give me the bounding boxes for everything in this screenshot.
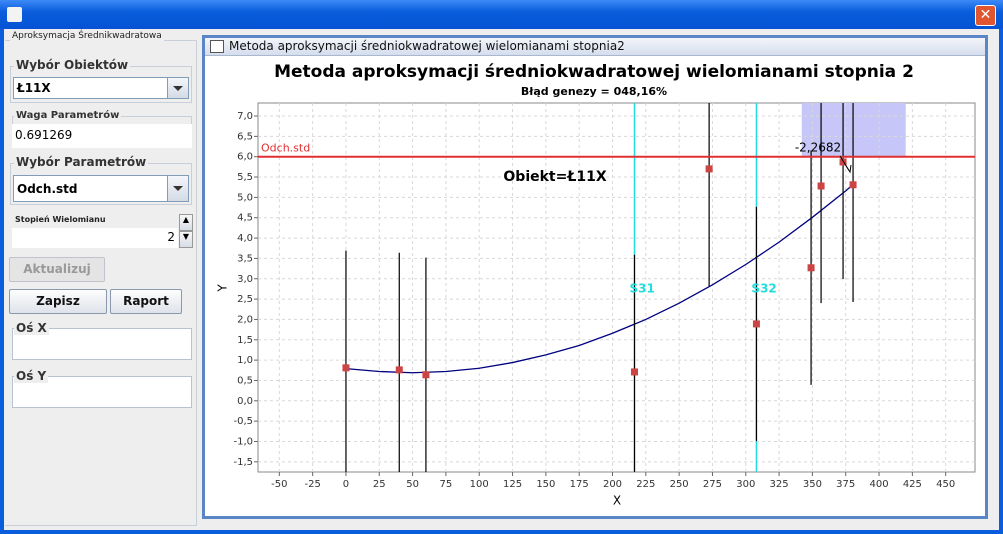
data-point	[395, 366, 403, 374]
data-point	[705, 165, 713, 173]
field-value: 0.691269	[15, 128, 73, 142]
x-tick-label: 50	[406, 479, 419, 490]
params-combo[interactable]: Odch.std	[13, 175, 189, 202]
x-tick-label: 400	[869, 479, 888, 490]
field-label: Oś Y	[14, 369, 49, 383]
y-tick-label: 2,0	[237, 314, 253, 325]
highlight-region	[801, 103, 906, 157]
y-tick-label: 0,0	[237, 396, 253, 407]
x-tick-label: 225	[636, 479, 655, 490]
x-axis-label: X	[613, 494, 621, 508]
reference-label: S32	[751, 282, 776, 296]
x-tick-label: 325	[770, 479, 789, 490]
data-point	[342, 364, 350, 372]
data-point	[839, 158, 847, 166]
x-tick-label: 275	[703, 479, 722, 490]
y-tick-label: 2,5	[237, 294, 253, 305]
degree-field[interactable]: 2	[12, 228, 178, 248]
x-tick-label: 25	[373, 479, 386, 490]
y-tick-label: 4,0	[237, 233, 253, 244]
annotation-arrow	[839, 155, 852, 174]
x-tick-label: 200	[603, 479, 622, 490]
y-tick-label: 6,0	[237, 152, 253, 163]
x-tick-label: 175	[570, 479, 589, 490]
update-button[interactable]: Aktualizuj	[9, 257, 105, 282]
combo-arrow[interactable]	[167, 78, 188, 98]
data-point	[807, 264, 815, 272]
y-tick-label: 3,0	[237, 274, 253, 285]
y-tick-label: 4,5	[237, 213, 253, 224]
y-tick-label: -1,0	[233, 436, 253, 447]
chart-title: Metoda aproksymacji średniokwadratowej w…	[274, 62, 914, 82]
reference-label: S31	[629, 282, 654, 296]
plot-area	[257, 102, 976, 473]
y-tick-label: 1,5	[237, 335, 253, 346]
annotation: -2,2682	[795, 141, 841, 155]
plot-clip	[258, 103, 975, 472]
frame-title: Metoda aproksymacji średniokwadratowej w…	[229, 39, 625, 53]
weight-field[interactable]: 0.691269	[12, 124, 192, 148]
window-border	[999, 29, 1003, 534]
group-label: Waga Parametrów	[14, 110, 122, 121]
combo-value: Ł11X	[17, 81, 51, 95]
y-tick-label: 0,5	[237, 375, 253, 386]
x-tick-label: -25	[304, 479, 320, 490]
title-bar	[0, 0, 1003, 29]
arrow-icon	[173, 186, 183, 191]
panel-title: Aproksymacja Średnikwadratowa	[10, 31, 164, 41]
x-tick-label: 150	[536, 479, 555, 490]
y-tick-label: -1,5	[233, 457, 253, 468]
chart: Metoda aproksymacji średniokwadratowej w…	[205, 56, 985, 516]
fit-curve	[345, 184, 853, 374]
spinner-label: Stopień Wielomianu	[15, 215, 106, 224]
group-label: Wybór Parametrów	[14, 155, 149, 169]
frame-icon	[210, 40, 224, 53]
group-label: Wybór Obiektów	[14, 58, 131, 72]
x-tick-label: 375	[836, 479, 855, 490]
y-tick-label: 6,5	[237, 131, 253, 142]
x-tick-label: 425	[903, 479, 922, 490]
y-tick-label: 1,0	[237, 355, 253, 366]
x-tick-label: 250	[670, 479, 689, 490]
field-value: 2	[167, 230, 175, 244]
data-point	[849, 181, 857, 189]
report-button[interactable]: Raport	[110, 289, 182, 314]
x-tick-label: 450	[936, 479, 955, 490]
app-icon	[7, 7, 22, 22]
objects-combo[interactable]: Ł11X	[13, 77, 189, 99]
window-border	[0, 29, 4, 534]
data-point	[817, 182, 825, 190]
x-tick-label: 350	[803, 479, 822, 490]
combo-arrow[interactable]	[167, 176, 188, 201]
x-tick-label: 0	[343, 479, 349, 490]
spinner-down[interactable]: ▼	[179, 231, 193, 248]
y-tick-label: 5,0	[237, 192, 253, 203]
reference-label: Odch.std	[261, 142, 310, 155]
y-axis-label: Y	[216, 284, 230, 293]
data-point	[422, 371, 430, 379]
y-tick-label: -0,5	[233, 416, 253, 427]
data-point	[752, 320, 760, 328]
combo-value: Odch.std	[17, 182, 78, 196]
data-point	[630, 368, 638, 376]
spinner-up[interactable]: ▲	[179, 214, 193, 231]
arrow-icon	[173, 86, 183, 91]
x-tick-label: 300	[736, 479, 755, 490]
window-border	[0, 530, 1003, 534]
x-tick-label: 75	[440, 479, 453, 490]
frame-title-bar	[205, 38, 985, 56]
save-button[interactable]: Zapisz	[9, 289, 107, 314]
chart-subtitle: Błąd genezy = 048,16%	[521, 85, 667, 98]
field-label: Oś X	[14, 321, 49, 335]
y-tick-label: 7,0	[237, 111, 253, 122]
x-tick-label: -50	[271, 479, 287, 490]
x-tick-label: 125	[503, 479, 522, 490]
annotation: Obiekt=Ł11X	[503, 169, 606, 185]
y-tick-label: 3,5	[237, 253, 253, 264]
y-tick-label: 5,5	[237, 172, 253, 183]
axis-y-field[interactable]	[12, 376, 192, 408]
x-tick-label: 100	[470, 479, 489, 490]
close-button[interactable]: ✕	[975, 5, 996, 26]
